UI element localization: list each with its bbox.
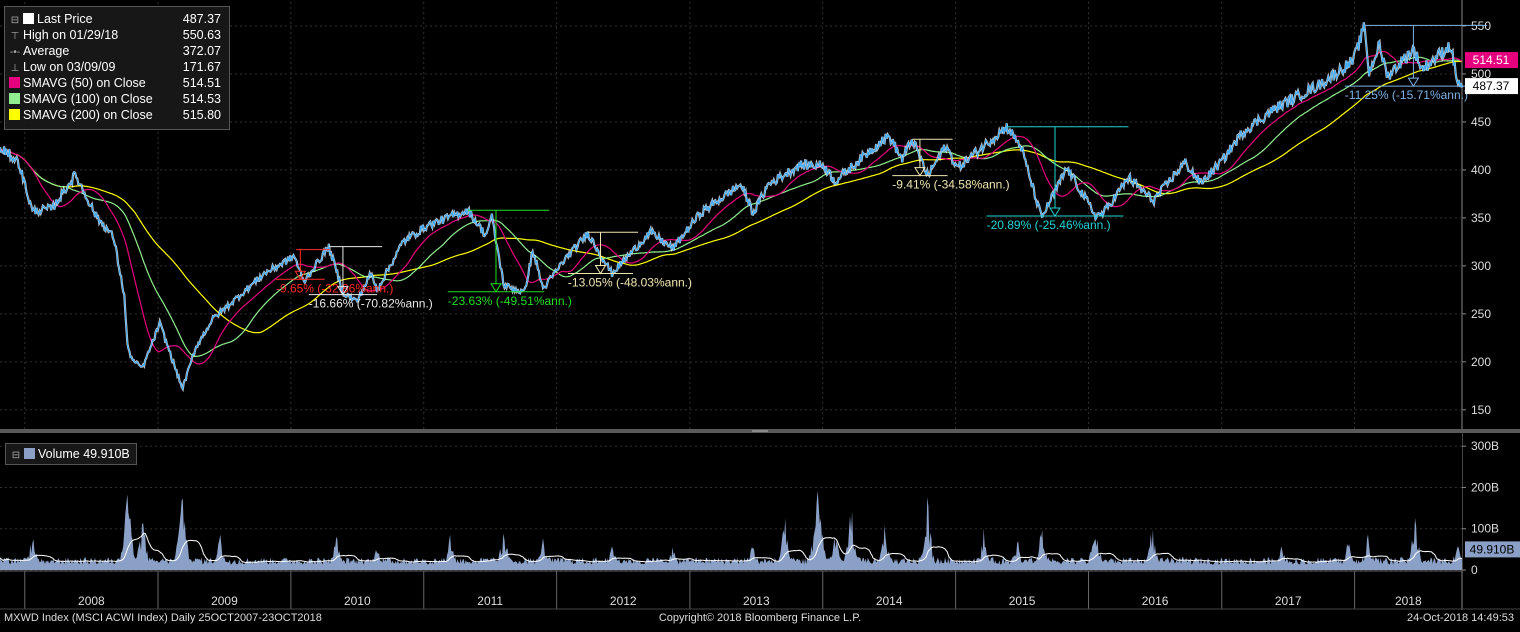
drawdown-arrow-icon — [1407, 77, 1420, 88]
volume-legend-value: 49.910B — [83, 447, 130, 461]
year-tick-label: 2013 — [743, 594, 770, 608]
drawdown-arrow-icon — [294, 270, 307, 281]
footer-security-info: MXWD Index (MSCI ACWI Index) Daily 25OCT… — [4, 612, 322, 624]
drawdown-label: -13.05% (-48.03%ann.) — [568, 276, 692, 290]
smavg-100-line[interactable] — [0, 56, 1463, 357]
volume-y-tick-label: 0 — [1471, 563, 1478, 577]
legend-value: 550.63 — [182, 28, 221, 42]
legend-value: 515.80 — [182, 108, 221, 122]
volume-y-tick-label: 100B — [1471, 522, 1499, 536]
volume-y-tick-label: 200B — [1471, 480, 1499, 494]
collapse-icon[interactable]: ⊟ — [11, 450, 21, 461]
y-tick-label: 350 — [1471, 211, 1491, 225]
legend-value: 514.51 — [182, 76, 221, 90]
y-tick-label: 450 — [1471, 115, 1491, 129]
footer-timestamp: 24-Oct-2018 14:49:53 — [1406, 612, 1514, 624]
y-tick-label: 150 — [1471, 403, 1491, 417]
volume-tag-label: 49.910B — [1470, 542, 1515, 556]
price-tag-label: 487.37 — [1473, 79, 1510, 93]
year-tick-label: 2018 — [1395, 594, 1422, 608]
drawdown-arrow-icon — [914, 167, 926, 177]
y-tick-label: 250 — [1471, 307, 1491, 321]
year-tick-label: 2017 — [1275, 594, 1302, 608]
high-marker-icon: ⊤ — [10, 31, 20, 42]
legend-low[interactable]: ⊥ Low on 03/09/09 171.67 — [9, 59, 223, 75]
volume-area[interactable] — [0, 490, 1462, 571]
drawdown-label: -9.65% (-32.86%ann.) — [276, 281, 393, 295]
legend-label: Low on 03/09/09 — [23, 60, 116, 74]
average-marker-icon: -•- — [9, 47, 21, 58]
volume-legend[interactable]: ⊟ Volume 49.910B — [5, 443, 137, 465]
y-tick-label: 300 — [1471, 259, 1491, 273]
price-tag[interactable] — [1465, 52, 1518, 69]
year-tick-label: 2016 — [1142, 594, 1169, 608]
drawdown-label: -20.89% (-25.46%ann.) — [987, 218, 1111, 232]
legend-smavg-200[interactable]: SMAVG (200) on Close 515.80 — [9, 107, 223, 123]
volume-average-line — [0, 532, 1463, 563]
smavg-200-line[interactable] — [0, 60, 1462, 334]
legend-label: SMAVG (100) on Close — [23, 92, 153, 106]
legend-value: 372.07 — [182, 44, 221, 58]
volume-tag[interactable] — [1465, 541, 1520, 558]
legend-value: 171.67 — [182, 60, 221, 74]
y-tick-label: 500 — [1471, 67, 1491, 81]
drawdown-arrow-icon — [337, 286, 349, 296]
smavg-200-swatch-icon — [9, 109, 20, 120]
legend-high[interactable]: ⊤ High on 01/29/18 550.63 — [9, 27, 223, 43]
legend-value: 514.53 — [182, 92, 221, 106]
price-panel[interactable] — [0, 0, 1520, 430]
smavg-50-swatch-icon — [9, 77, 20, 88]
last-price-line[interactable] — [0, 22, 1463, 391]
low-marker-icon: ⊥ — [10, 63, 20, 74]
price-tag-label: 514.51 — [1473, 53, 1510, 67]
volume-swatch-icon — [24, 448, 35, 459]
legend-value: 487.37 — [182, 12, 221, 26]
drawdown-arrow-icon — [594, 265, 607, 275]
smavg-50-line[interactable] — [0, 50, 1463, 365]
year-tick-label: 2011 — [477, 594, 503, 608]
legend-label: SMAVG (50) on Close — [23, 76, 146, 90]
drawdown-label: -23.63% (-49.51%ann.) — [448, 294, 572, 308]
last-price-swatch-icon — [23, 13, 34, 24]
legend-smavg-50[interactable]: SMAVG (50) on Close 514.51 — [9, 75, 223, 91]
drawdown-label: -16.66% (-70.82%ann.) — [309, 297, 433, 311]
volume-panel[interactable] — [0, 433, 1462, 570]
smavg-100-swatch-icon — [9, 93, 20, 104]
legend-label: High on 01/29/18 — [23, 28, 119, 42]
legend-smavg-100[interactable]: SMAVG (100) on Close 514.53 — [9, 91, 223, 107]
legend-label: Last Price — [37, 12, 93, 26]
drawdown-arrow-icon — [490, 283, 502, 293]
drawdown-label: -11.25% (-15.71%ann.) — [1345, 88, 1468, 102]
drawdown-arrow-icon — [1049, 207, 1061, 217]
year-tick-label: 2015 — [1009, 594, 1036, 608]
price-tag[interactable] — [1465, 78, 1518, 95]
legend-last-price[interactable]: ⊟ Last Price 487.37 — [9, 11, 223, 27]
y-tick-label: 550 — [1471, 19, 1491, 33]
collapse-icon[interactable]: ⊟ — [10, 15, 20, 26]
volume-legend-label: Volume — [38, 447, 80, 461]
year-tick-label: 2009 — [211, 594, 238, 608]
year-tick-label: 2008 — [78, 594, 105, 608]
legend-label: Average — [23, 44, 70, 58]
y-tick-label: 400 — [1471, 163, 1491, 177]
year-tick-label: 2012 — [610, 594, 637, 608]
year-tick-label: 2010 — [344, 594, 371, 608]
footer-copyright: Copyright© 2018 Bloomberg Finance L.P. — [658, 612, 862, 624]
price-legend[interactable]: ⊟ Last Price 487.37 ⊤ High on 01/29/18 550.6… — [4, 6, 230, 130]
year-tick-label: 2014 — [876, 594, 903, 608]
volume-y-tick-label: 300B — [1471, 439, 1499, 453]
drawdown-label: -9.41% (-34.58%ann.) — [892, 178, 1009, 192]
y-tick-label: 200 — [1471, 355, 1491, 369]
legend-label: SMAVG (200) on Close — [23, 108, 153, 122]
legend-average[interactable]: -•- Average 372.07 — [9, 43, 223, 59]
